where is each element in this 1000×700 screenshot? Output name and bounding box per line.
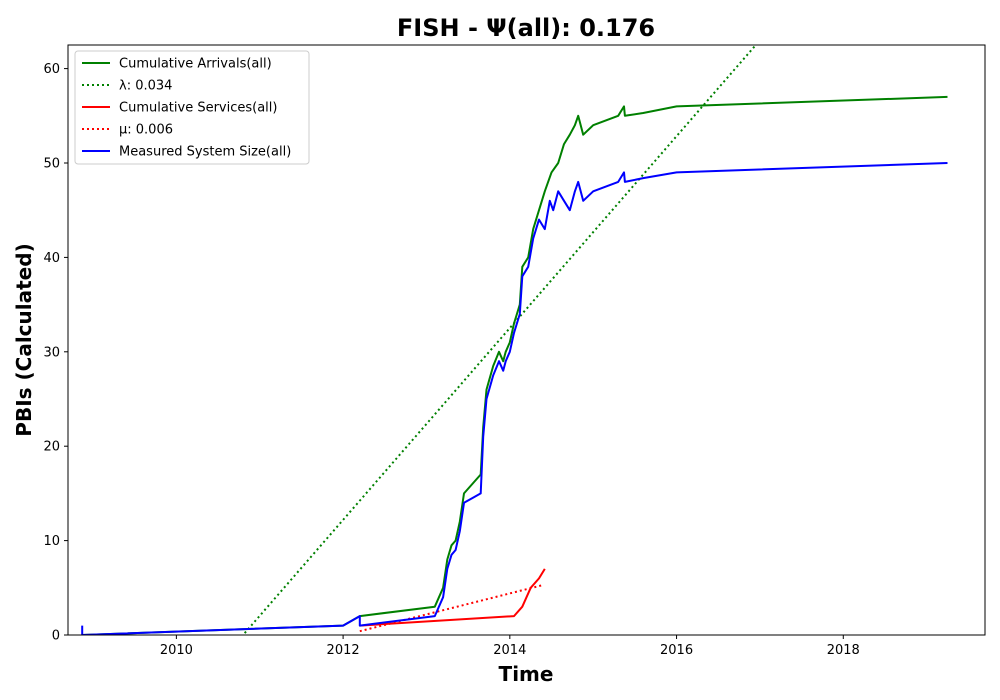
x-tick-label: 2012 (327, 643, 360, 658)
x-axis-label: Time (499, 662, 554, 686)
series-line-3 (359, 568, 546, 627)
y-tick-label: 50 (43, 157, 60, 172)
series-line-2 (243, 45, 757, 634)
y-axis-label: PBIs (Calculated) (12, 243, 36, 436)
legend-label: Measured System Size(all) (119, 145, 291, 160)
x-tick-label: 2016 (660, 643, 693, 658)
plot-frame (67, 44, 986, 636)
series-line-4 (359, 584, 544, 633)
plot-area (67, 44, 986, 636)
legend-label: λ: 0.034 (119, 79, 172, 94)
x-tick-label: 2014 (493, 643, 526, 658)
legend: Cumulative Arrivals(all) λ: 0.034 Cumulati… (74, 50, 310, 165)
y-tick-label: 10 (43, 534, 60, 549)
series-line-1 (82, 95, 948, 635)
chart-title: FISH - Ψ(all): 0.176 (397, 14, 655, 42)
y-tick-label: 0 (52, 629, 60, 644)
y-tick-label: 60 (43, 62, 60, 77)
y-tick-label: 20 (43, 440, 60, 455)
legend-label: μ: 0.006 (119, 123, 173, 138)
y-tick-label: 40 (43, 251, 60, 266)
legend-box (74, 50, 310, 165)
y-axis: 0 10 20 30 40 50 60 (43, 62, 68, 644)
x-tick-label: 2010 (160, 643, 193, 658)
y-tick-label: 30 (43, 345, 60, 360)
x-tick-label: 2018 (827, 643, 860, 658)
x-axis: 2010 2012 2014 2016 2018 (160, 635, 860, 658)
series-line-5 (81, 162, 948, 635)
legend-label: Cumulative Services(all) (119, 101, 277, 116)
legend-label: Cumulative Arrivals(all) (119, 57, 272, 72)
